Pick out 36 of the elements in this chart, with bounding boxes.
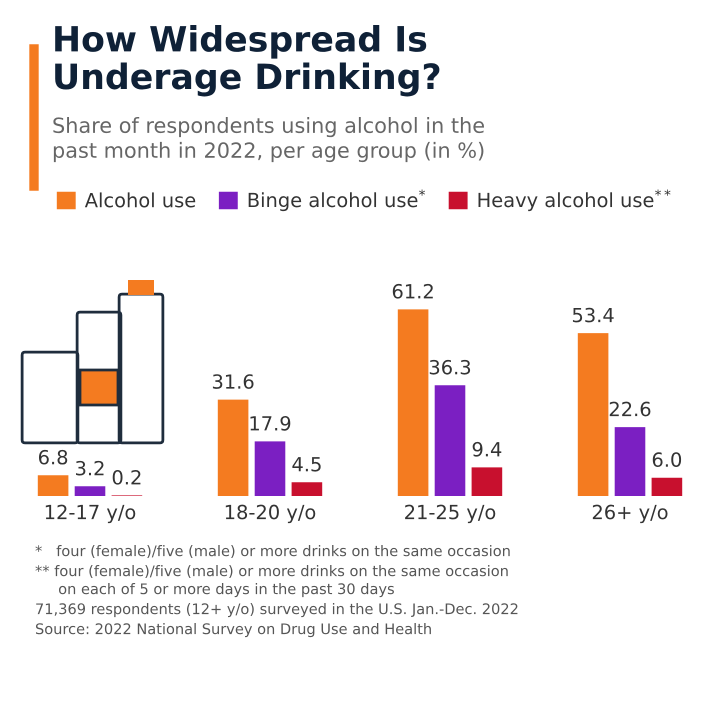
chart-title: How Widespread Is Underage Drinking? — [55, 25, 440, 96]
data-label: 6.8 — [38, 450, 68, 465]
data-label: 61.2 — [392, 284, 433, 299]
data-label: 31.6 — [212, 374, 254, 389]
bar — [218, 400, 248, 496]
data-label: 9.4 — [472, 442, 502, 457]
chart-subtitle: Share of respondents using alcohol in the past month in 2022, per age group (in %) — [53, 117, 484, 162]
bar — [292, 482, 322, 496]
text: 71,369 respondents (12+ y/o) surveyed in the U.S. Jan.-Dec. 2022 — [36, 603, 518, 618]
x-tick-label: 12-17 y/o — [46, 504, 136, 524]
bar — [254, 441, 286, 496]
bar — [614, 427, 646, 496]
data-label: 0.2 — [112, 470, 140, 485]
data-label: 36.3 — [430, 360, 470, 375]
x-tick-label: 21-25 y/o — [405, 504, 496, 524]
bar — [652, 478, 682, 496]
bar — [74, 486, 106, 496]
x-tick-label: 26+ y/o — [592, 504, 668, 524]
bar — [398, 309, 428, 496]
data-label: 53.4 — [572, 308, 614, 322]
bar — [578, 333, 608, 496]
data-label: 4.5 — [292, 457, 321, 472]
legend-label: Heavy alcohol use$^{**}$ — [478, 190, 670, 212]
legend-label: Alcohol use — [84, 192, 196, 208]
bar — [38, 475, 68, 496]
bar — [472, 467, 502, 496]
data-label: 17.9 — [250, 416, 290, 431]
legend-label: Binge alcohol use$^{*}$ — [248, 190, 426, 212]
bar — [434, 385, 466, 496]
text: ** four (female)/five (male) or more drinks on the same occasion on each of 5 or more days in the past 30 days — [35, 565, 508, 598]
text: * four (female)/five (male) or more drinks on the same occasion — [35, 545, 510, 558]
data-label: 22.6 — [610, 402, 650, 416]
source-note: Source: 2022 National Survey on Drug Use and Health — [36, 623, 431, 638]
data-label: 6.0 — [652, 452, 682, 467]
x-tick-label: 18-20 y/o — [226, 504, 316, 524]
data-label: 3.2 — [76, 460, 104, 476]
